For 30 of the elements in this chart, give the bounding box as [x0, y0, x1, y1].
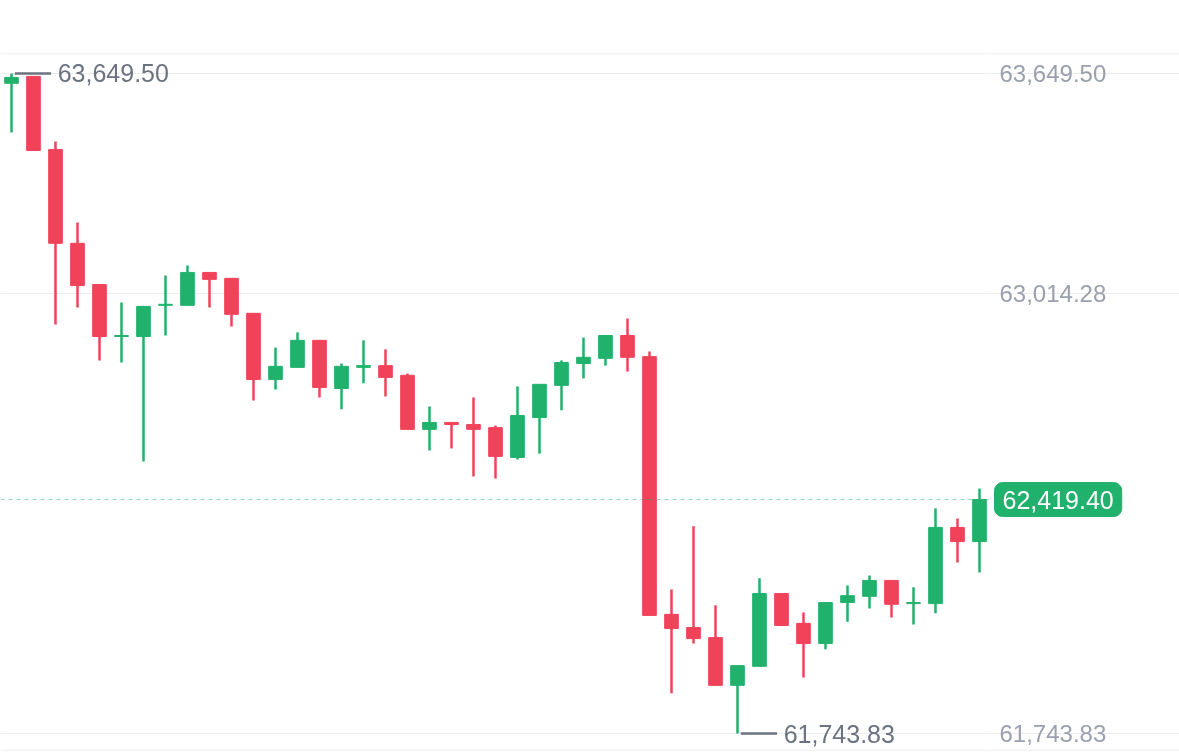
annotation: 63,649.50 [57, 59, 169, 88]
candlestick [620, 317, 635, 373]
candlestick [862, 574, 877, 610]
annotation: 61,743.83 [783, 719, 895, 748]
candlestick [576, 336, 591, 380]
candlestick [356, 339, 371, 385]
candlestick [686, 525, 701, 645]
candlestick [114, 301, 129, 364]
ref-line-label: 62,419.40 [1002, 485, 1114, 514]
candlestick [4, 72, 19, 134]
y-tick-label: 61,743.83 [999, 720, 1107, 748]
candlestick [444, 421, 459, 450]
candlestick [884, 579, 899, 619]
candlestick [598, 334, 613, 367]
candlestick [334, 362, 349, 411]
candlestick [664, 588, 679, 695]
candlestick [796, 611, 811, 679]
candlestick [840, 584, 855, 623]
y-tick-label: 63,649.50 [999, 59, 1107, 87]
candlestick [466, 396, 481, 478]
candlestick [202, 271, 217, 309]
y-tick-label: 63,014.28 [999, 279, 1107, 307]
candlestick [730, 664, 745, 735]
candlestick [158, 274, 173, 337]
candlestick [378, 348, 393, 398]
candlestick [950, 517, 965, 564]
candlestick [422, 405, 437, 452]
candlestick [268, 346, 283, 391]
candlestick [906, 586, 921, 626]
candlestick [554, 359, 569, 412]
